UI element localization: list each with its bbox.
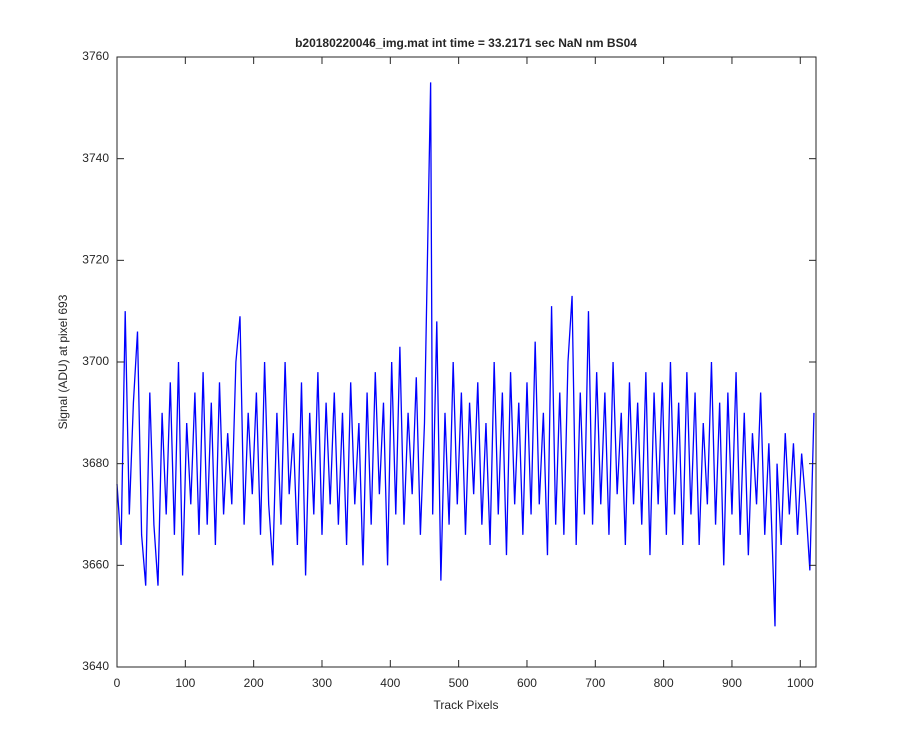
y-tick-label: 3660	[82, 558, 109, 572]
x-tick-label: 0	[114, 676, 121, 690]
x-tick-label: 300	[312, 676, 332, 690]
x-tick-label: 600	[517, 676, 537, 690]
chart-title: b20180220046_img.mat int time = 33.2171 …	[295, 36, 637, 50]
y-tick-label: 3700	[82, 354, 109, 368]
x-tick-label: 800	[654, 676, 674, 690]
y-tick-label: 3760	[82, 49, 109, 63]
data-line	[116, 82, 815, 627]
y-axis-label: Signal (ADU) at pixel 693	[56, 294, 70, 429]
y-tick-label: 3680	[82, 456, 109, 470]
x-tick-label: 500	[449, 676, 469, 690]
y-tick-label: 3640	[82, 659, 109, 673]
x-tick-label: 400	[380, 676, 400, 690]
x-tick-label: 700	[585, 676, 605, 690]
x-tick-label: 100	[175, 676, 195, 690]
x-tick-label: 1000	[787, 676, 814, 690]
x-axis-label: Track Pixels	[434, 698, 499, 712]
y-tick-label: 3720	[82, 253, 109, 267]
x-tick-label: 900	[722, 676, 742, 690]
x-tick-label: 200	[244, 676, 264, 690]
y-tick-label: 3740	[82, 151, 109, 165]
